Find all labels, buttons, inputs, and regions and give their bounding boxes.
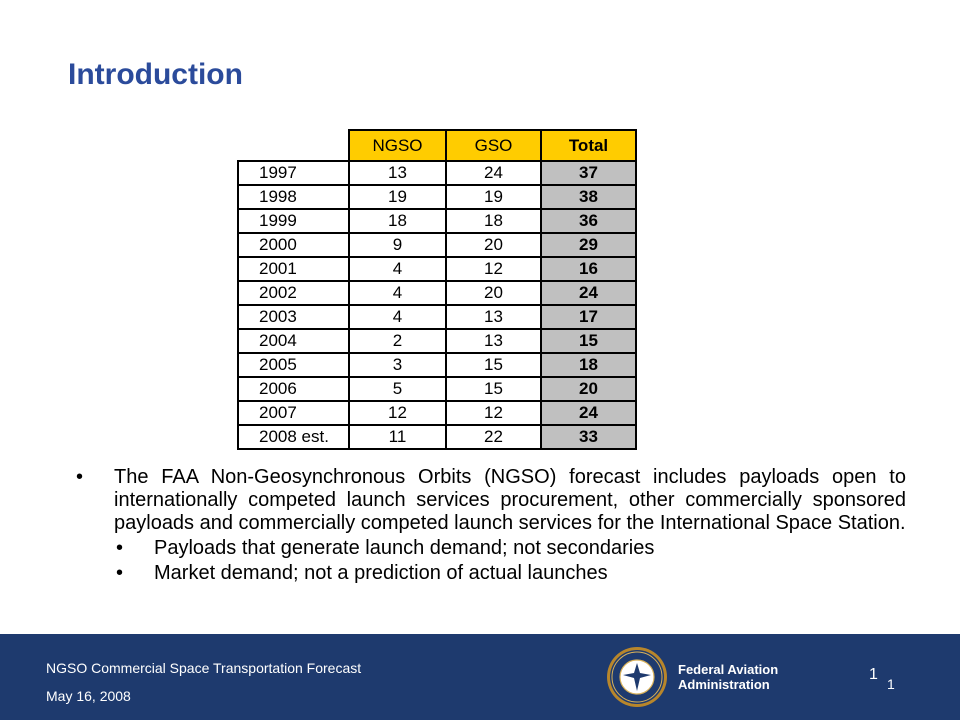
sub-bullet: • Payloads that generate launch demand; …: [76, 537, 906, 560]
table-cell-ngso: 18: [348, 208, 447, 234]
table-cell-ngso: 11: [348, 424, 447, 450]
table-cell-ngso: 5: [348, 376, 447, 402]
agency-name: Federal Aviation Administration: [678, 662, 778, 692]
table-cell-ngso: 4: [348, 304, 447, 330]
slide-number: 1: [887, 676, 895, 692]
bullet-glyph: •: [116, 562, 124, 584]
table-cell-ngso: 13: [348, 160, 447, 186]
table-cell-ngso: 4: [348, 256, 447, 282]
table-cell-gso: 15: [445, 376, 542, 402]
table-cell-year: 2004: [237, 328, 350, 354]
table-header-cell: Total: [540, 129, 637, 162]
table-cell-gso: 19: [445, 184, 542, 210]
table-cell-gso: 12: [445, 400, 542, 426]
table-cell-year: 1997: [237, 160, 350, 186]
table-cell-gso: 12: [445, 256, 542, 282]
footer-date: May 16, 2008: [46, 688, 131, 704]
table-cell-gso: 22: [445, 424, 542, 450]
body-text: • The FAA Non-Geosynchronous Orbits (NGS…: [76, 466, 906, 585]
page-number: 1: [869, 666, 878, 683]
table-cell-total: 24: [540, 280, 637, 306]
table-cell-year: 1999: [237, 208, 350, 234]
table-cell-year: 2005: [237, 352, 350, 378]
table-cell-year: 2007: [237, 400, 350, 426]
table-header-cell: NGSO: [348, 129, 447, 162]
table-cell-total: 20: [540, 376, 637, 402]
table-cell-year: 1998: [237, 184, 350, 210]
agency-line-2: Administration: [678, 677, 770, 692]
table-cell-gso: 24: [445, 160, 542, 186]
table-cell-ngso: 12: [348, 400, 447, 426]
table-cell-total: 33: [540, 424, 637, 450]
table-cell-gso: 15: [445, 352, 542, 378]
sub-bullet-text: Payloads that generate launch demand; no…: [154, 537, 655, 559]
table-cell-total: 37: [540, 160, 637, 186]
footer-bar: NGSO Commercial Space Transportation For…: [0, 634, 960, 720]
table-cell-gso: 13: [445, 304, 542, 330]
table-cell-gso: 13: [445, 328, 542, 354]
sub-bullet-text: Market demand; not a prediction of actua…: [154, 562, 608, 584]
table-cell-ngso: 4: [348, 280, 447, 306]
faa-seal-icon: [607, 647, 667, 707]
main-bullet-text: The FAA Non-Geosynchronous Orbits (NGSO)…: [114, 466, 906, 534]
agency-line-1: Federal Aviation: [678, 662, 779, 677]
table-cell-total: 16: [540, 256, 637, 282]
sub-bullet: • Market demand; not a prediction of act…: [76, 562, 906, 585]
table-cell-year: 2000: [237, 232, 350, 258]
table-cell-total: 38: [540, 184, 637, 210]
slide-title: Introduction: [68, 58, 243, 91]
table-cell-gso: 18: [445, 208, 542, 234]
table-cell-total: 17: [540, 304, 637, 330]
table-cell-ngso: 9: [348, 232, 447, 258]
table-cell-ngso: 19: [348, 184, 447, 210]
bullet-glyph: •: [76, 466, 84, 488]
table-cell-ngso: 3: [348, 352, 447, 378]
table-cell-year: 2003: [237, 304, 350, 330]
table-cell-total: 36: [540, 208, 637, 234]
table-cell-total: 18: [540, 352, 637, 378]
table-header-cell: GSO: [445, 129, 542, 162]
table-cell-gso: 20: [445, 280, 542, 306]
table-cell-ngso: 2: [348, 328, 447, 354]
footer-title: NGSO Commercial Space Transportation For…: [46, 660, 362, 676]
table-cell-total: 15: [540, 328, 637, 354]
table-cell-year: 2006: [237, 376, 350, 402]
bullet-glyph: •: [116, 537, 124, 559]
table-cell-total: 29: [540, 232, 637, 258]
table-cell-year: 2008 est.: [237, 424, 350, 450]
table-cell-year: 2002: [237, 280, 350, 306]
table-cell-year: 2001: [237, 256, 350, 282]
main-bullet: • The FAA Non-Geosynchronous Orbits (NGS…: [76, 466, 906, 535]
table-cell-total: 24: [540, 400, 637, 426]
table-cell-gso: 20: [445, 232, 542, 258]
